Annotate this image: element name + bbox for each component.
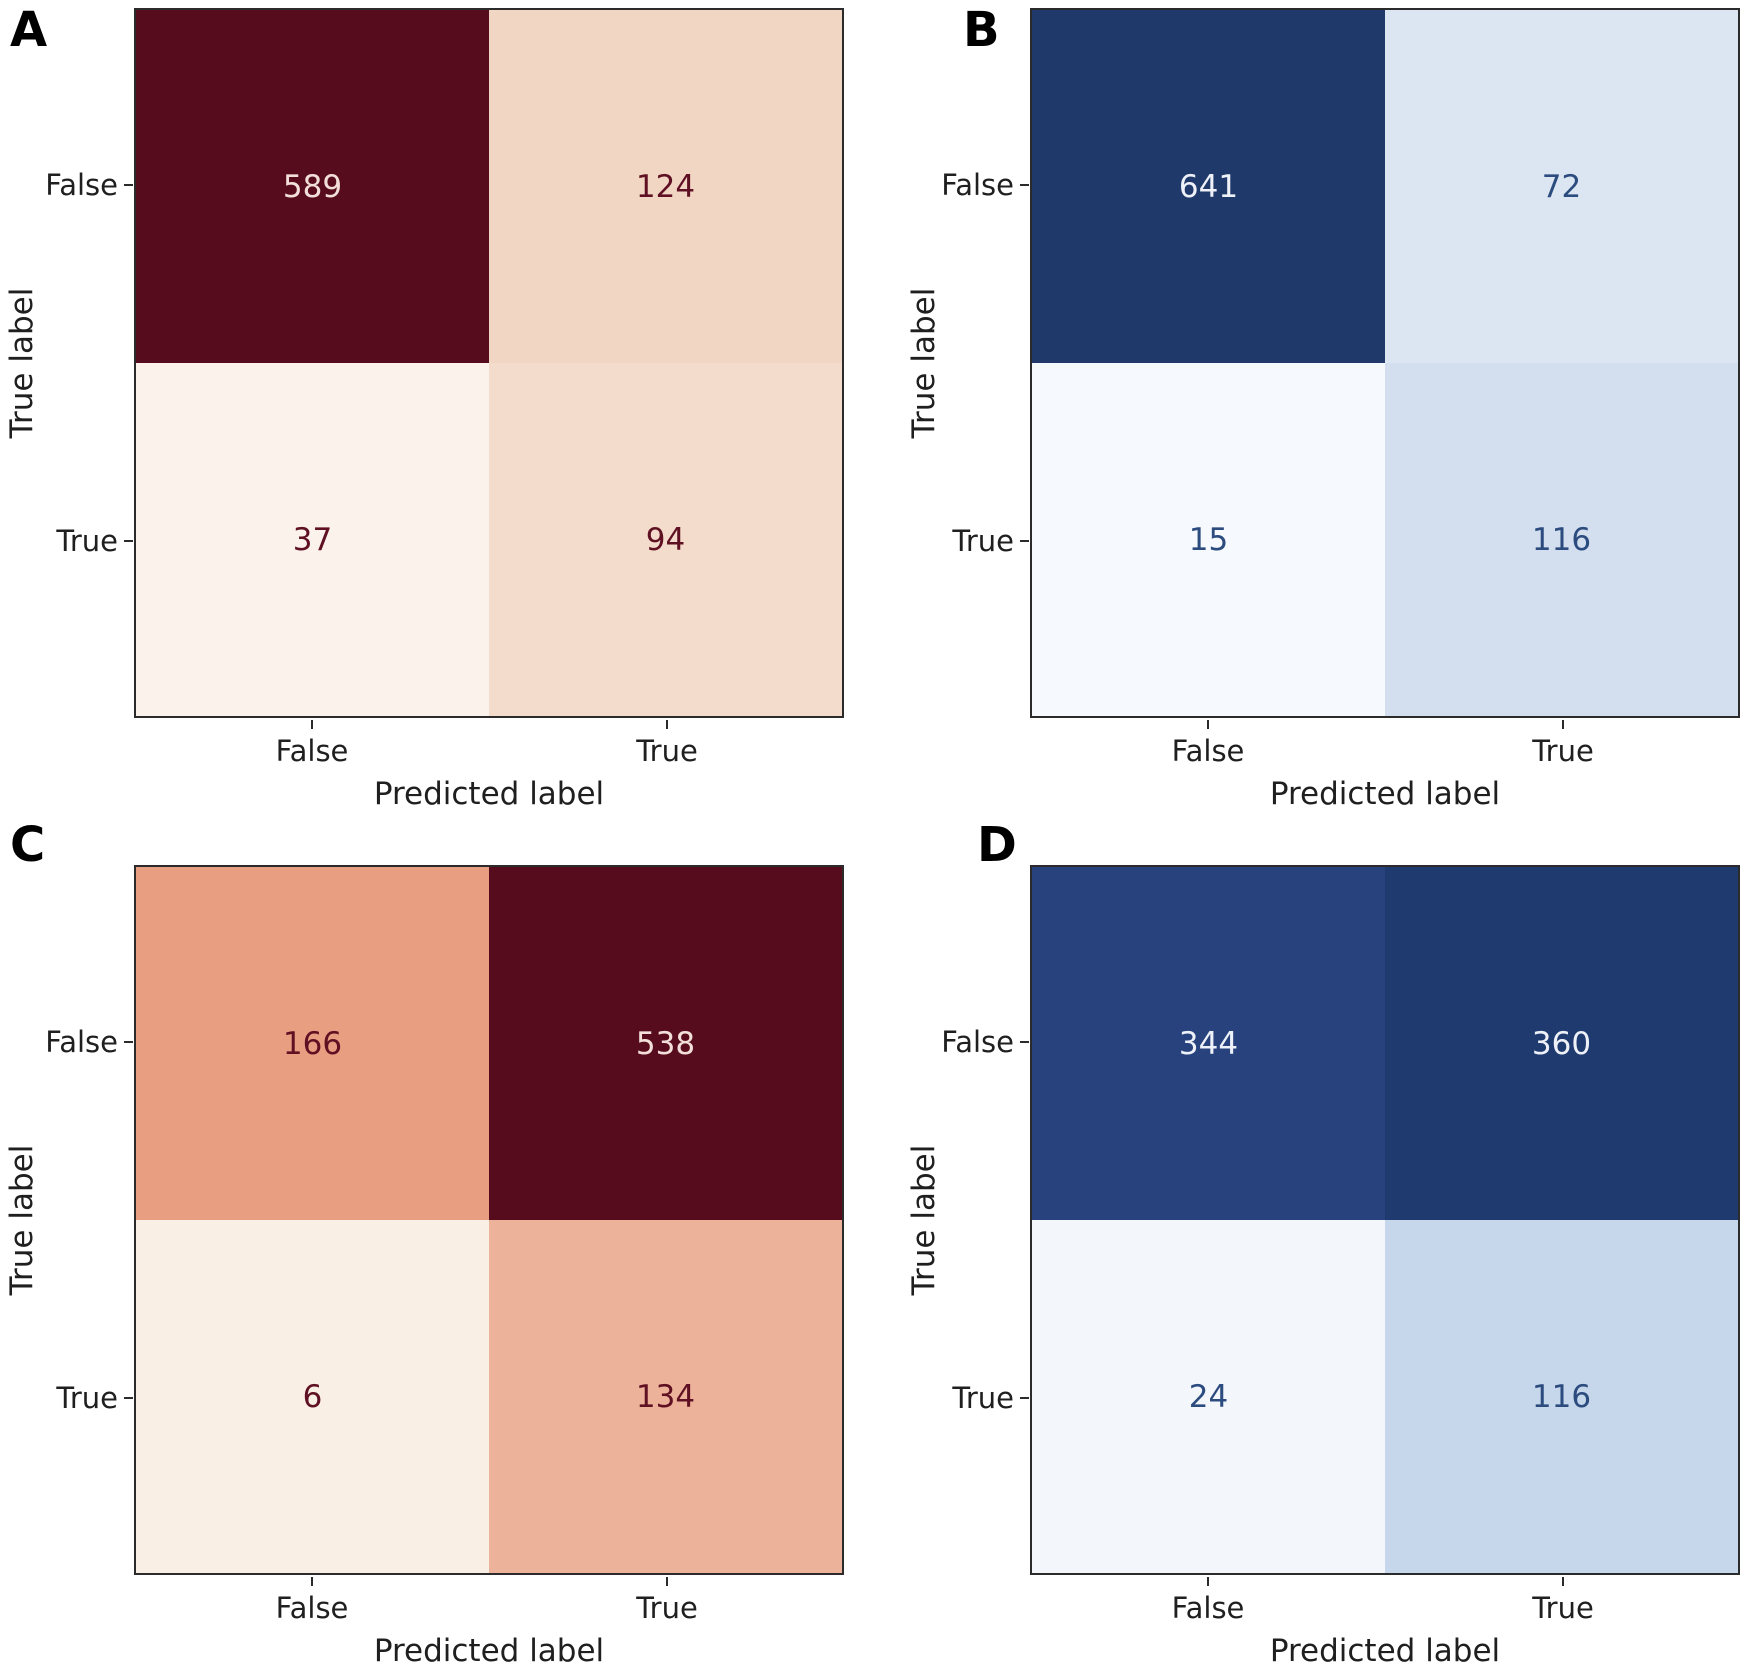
confusion-matrix: 589 124 37 94 xyxy=(134,8,844,718)
y-tick-mark xyxy=(1020,540,1029,542)
y-tick-mark xyxy=(1020,184,1029,186)
x-tick-mark xyxy=(1207,1577,1209,1586)
x-tick-false: False xyxy=(275,1591,349,1625)
panel-letter: C xyxy=(10,817,46,873)
x-tick-false: False xyxy=(1171,1591,1245,1625)
cell-false-positive: 124 xyxy=(489,10,842,363)
y-tick-true: True xyxy=(952,524,1014,558)
panel-a: A True label False True 589 124 37 94 Fa… xyxy=(0,0,874,812)
y-tick-mark xyxy=(124,1397,133,1399)
panel-letter: A xyxy=(10,2,48,58)
x-axis-label: Predicted label xyxy=(373,1633,605,1662)
cell-value: 15 xyxy=(1188,521,1229,558)
confusion-matrix: 344 360 24 116 xyxy=(1030,865,1740,1575)
cell-true-positive: 116 xyxy=(1385,363,1738,716)
cell-value: 72 xyxy=(1541,168,1582,205)
cell-value: 124 xyxy=(635,168,696,205)
panel-c: C True label False True 166 538 6 134 Fa… xyxy=(0,805,874,1662)
x-tick-mark xyxy=(1562,1577,1564,1586)
confusion-matrix: 166 538 6 134 xyxy=(134,865,844,1575)
panel-d: D True label False True 344 360 24 116 F… xyxy=(874,805,1748,1662)
y-tick-true: True xyxy=(56,1381,118,1415)
x-tick-mark xyxy=(311,1577,313,1586)
cell-false-positive: 360 xyxy=(1385,867,1738,1220)
cell-false-positive: 538 xyxy=(489,867,842,1220)
y-tick-mark xyxy=(124,540,133,542)
x-tick-true: True xyxy=(1532,1591,1594,1625)
x-tick-true: True xyxy=(636,734,698,768)
cell-value: 116 xyxy=(1531,1378,1592,1415)
cell-value: 360 xyxy=(1531,1025,1592,1062)
x-tick-mark xyxy=(311,720,313,729)
y-tick-false: False xyxy=(45,1025,118,1059)
cell-value: 344 xyxy=(1178,1025,1239,1062)
x-tick-mark xyxy=(1207,720,1209,729)
x-tick-false: False xyxy=(1171,734,1245,768)
x-axis-label: Predicted label xyxy=(1269,776,1501,812)
panel-letter: D xyxy=(977,817,1017,873)
y-axis-label: True label xyxy=(4,1144,40,1296)
panel-b: B True label False True 641 72 15 116 Fa… xyxy=(874,0,1748,812)
y-tick-false: False xyxy=(45,168,118,202)
y-axis-label: True label xyxy=(906,1144,942,1296)
x-tick-mark xyxy=(666,720,668,729)
cell-value: 94 xyxy=(645,521,686,558)
x-tick-mark xyxy=(666,1577,668,1586)
cell-value: 116 xyxy=(1531,521,1592,558)
cell-value: 166 xyxy=(282,1025,343,1062)
x-axis-label: Predicted label xyxy=(1269,1633,1501,1662)
y-axis-label: True label xyxy=(906,287,942,439)
x-tick-mark xyxy=(1562,720,1564,729)
confusion-matrix: 641 72 15 116 xyxy=(1030,8,1740,718)
cell-false-negative: 24 xyxy=(1032,1220,1385,1573)
y-tick-mark xyxy=(124,184,133,186)
cell-true-negative: 641 xyxy=(1032,10,1385,363)
cell-false-positive: 72 xyxy=(1385,10,1738,363)
cell-false-negative: 6 xyxy=(136,1220,489,1573)
x-tick-true: True xyxy=(636,1591,698,1625)
y-tick-true: True xyxy=(56,524,118,558)
cell-value: 37 xyxy=(292,521,333,558)
cell-true-positive: 116 xyxy=(1385,1220,1738,1573)
cell-true-negative: 344 xyxy=(1032,867,1385,1220)
y-tick-mark xyxy=(1020,1041,1029,1043)
y-tick-true: True xyxy=(952,1381,1014,1415)
cell-false-negative: 37 xyxy=(136,363,489,716)
panel-letter: B xyxy=(963,2,1000,58)
cell-true-negative: 589 xyxy=(136,10,489,363)
cell-true-positive: 94 xyxy=(489,363,842,716)
y-tick-false: False xyxy=(941,168,1014,202)
y-tick-false: False xyxy=(941,1025,1014,1059)
cell-value: 24 xyxy=(1188,1378,1229,1415)
cell-value: 6 xyxy=(302,1378,323,1415)
cell-value: 538 xyxy=(635,1025,696,1062)
cell-value: 641 xyxy=(1178,168,1239,205)
y-axis-label: True label xyxy=(4,287,40,439)
cell-value: 134 xyxy=(635,1378,696,1415)
cell-true-positive: 134 xyxy=(489,1220,842,1573)
x-tick-false: False xyxy=(275,734,349,768)
cell-false-negative: 15 xyxy=(1032,363,1385,716)
x-tick-true: True xyxy=(1532,734,1594,768)
cell-true-negative: 166 xyxy=(136,867,489,1220)
y-tick-mark xyxy=(1020,1397,1029,1399)
x-axis-label: Predicted label xyxy=(373,776,605,812)
y-tick-mark xyxy=(124,1041,133,1043)
cell-value: 589 xyxy=(282,168,343,205)
